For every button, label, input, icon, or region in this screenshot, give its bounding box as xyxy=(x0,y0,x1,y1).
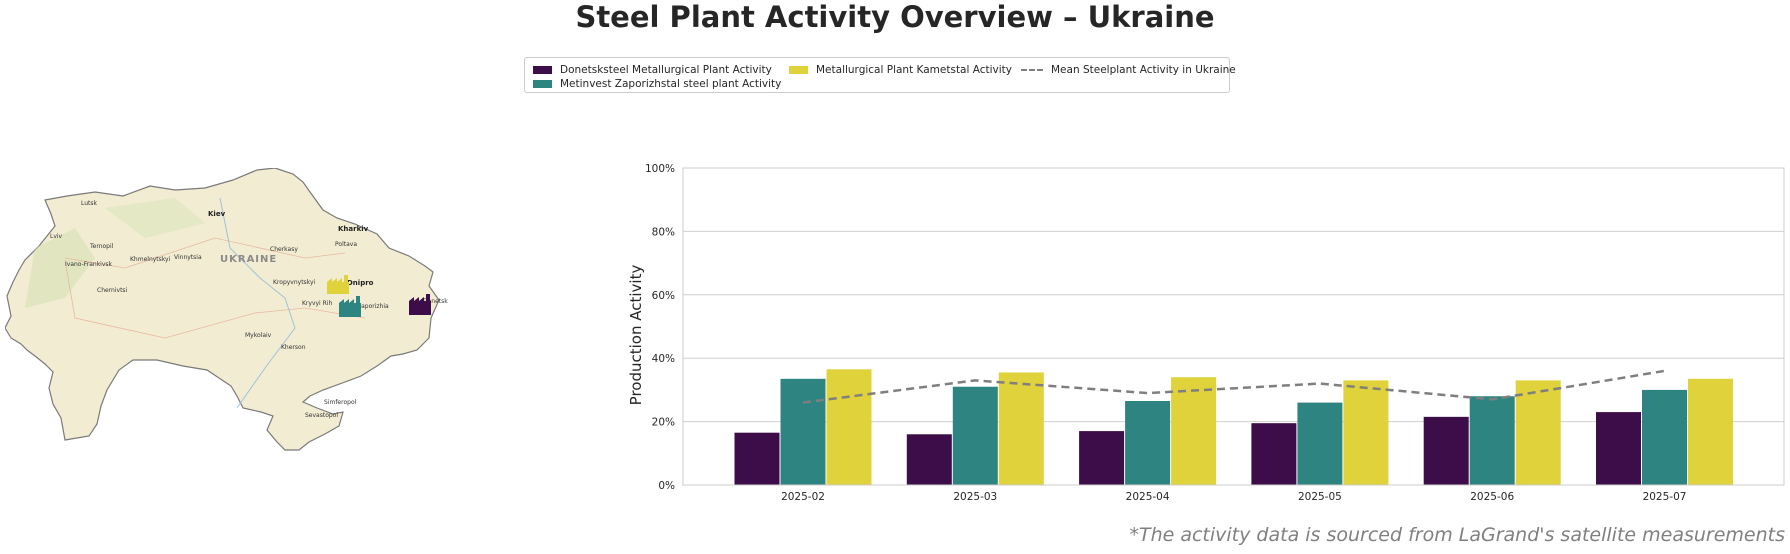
bar-metinvest-2025-03 xyxy=(952,386,998,485)
chart-legend: Donetsksteel Metallurgical Plant Activit… xyxy=(524,57,1236,93)
legend-item-metinvest: Metinvest Zaporizhstal steel plant Activ… xyxy=(533,78,781,90)
data-source-footnote: *The activity data is sourced from LaGra… xyxy=(1129,524,1785,546)
legend-item-mean: Mean Steelplant Activity in Ukraine xyxy=(1021,64,1236,76)
city-kherson: Kherson xyxy=(281,344,306,351)
y-tick-label: 0% xyxy=(658,480,675,492)
city-lviv: Lviv xyxy=(50,233,63,240)
city-chernivtsi: Chernivtsi xyxy=(97,287,128,294)
map-forest-patch xyxy=(25,228,95,308)
city-dnipro: Dnipro xyxy=(347,279,374,287)
x-tick-label: 2025-03 xyxy=(953,491,997,503)
bar-kametstal-2025-07 xyxy=(1688,378,1733,485)
bar-metinvest-2025-02 xyxy=(780,378,826,485)
bar-donetsksteel-2025-04 xyxy=(1079,431,1125,485)
city-mykolaiv: Mykolaiv xyxy=(245,332,272,339)
legend-swatch-donetsksteel xyxy=(533,66,552,74)
city-kropyvnytskyi: Kropyvnytskyi xyxy=(273,279,315,286)
city-kryvyi-rih: Kryvyi Rih xyxy=(302,300,332,307)
legend-item-kametstal: Metallurgical Plant Kametstal Activity xyxy=(789,64,1012,76)
city-simferopol: Simferopol xyxy=(324,399,357,406)
legend-swatch-kametstal xyxy=(789,66,808,74)
y-tick-label: 20% xyxy=(652,417,675,429)
bar-donetsksteel-2025-06 xyxy=(1423,416,1469,485)
plot-frame xyxy=(682,167,1785,486)
country-label: UKRAINE xyxy=(220,254,277,265)
x-tick-label: 2025-06 xyxy=(1470,491,1514,503)
bar-kametstal-2025-05 xyxy=(1343,380,1389,485)
y-tick-label: 60% xyxy=(652,290,675,302)
bar-kametstal-2025-02 xyxy=(826,369,872,485)
axis-layer: 0% 20% 40% 60% 80% 100% 2025-02 2025-03 2025-04 2… xyxy=(645,163,1785,503)
city-ternopil: Ternopil xyxy=(89,243,114,250)
city-kharkiv: Kharkiv xyxy=(338,225,369,233)
bar-kametstal-2025-04 xyxy=(1171,377,1217,485)
ukraine-outline xyxy=(4,167,440,451)
ukraine-map: Kiev Lutsk Kharkiv Lviv Ternopil Khmelny… xyxy=(4,167,481,486)
y-tick-label: 80% xyxy=(652,226,675,238)
factory-icon-donetsksteel xyxy=(409,294,431,315)
city-cherkasy: Cherkasy xyxy=(270,246,298,253)
city-sevastopol: Sevastopol xyxy=(305,412,338,419)
bars-layer xyxy=(734,369,1733,485)
y-tick-label: 40% xyxy=(652,353,675,365)
factory-icon-zaporizhstal xyxy=(339,296,361,317)
city-poltava: Poltava xyxy=(335,241,357,248)
page-title: Steel Plant Activity Overview – Ukraine xyxy=(575,0,1215,34)
legend-swatch-mean xyxy=(1021,69,1043,71)
city-khmelnytskyi: Khmelnytskyi xyxy=(130,256,171,263)
mean-line-layer xyxy=(802,369,1665,404)
bar-donetsksteel-2025-05 xyxy=(1251,423,1297,485)
ukraine-map-svg: Kiev Lutsk Kharkiv Lviv Ternopil Khmelny… xyxy=(4,167,448,451)
legend-swatch-metinvest xyxy=(533,80,552,88)
legend-label-donetsksteel: Donetsksteel Metallurgical Plant Activit… xyxy=(560,64,772,76)
city-kiev: Kiev xyxy=(208,210,226,218)
city-zaporizhia: Zaporizhia xyxy=(357,303,389,310)
x-tick-label: 2025-04 xyxy=(1126,491,1170,503)
mean-activity-line xyxy=(802,369,1665,404)
city-donetsk: Donetsk xyxy=(423,298,448,305)
map-road xyxy=(64,259,366,339)
bar-kametstal-2025-06 xyxy=(1515,380,1561,485)
city-vinnytsia: Vinnytsia xyxy=(174,254,202,261)
x-tick-label: 2025-07 xyxy=(1643,491,1687,503)
x-tick-label: 2025-02 xyxy=(781,491,825,503)
y-tick-label: 100% xyxy=(645,163,675,175)
bar-kametstal-2025-03 xyxy=(998,372,1044,485)
bar-donetsksteel-2025-03 xyxy=(906,434,952,485)
bar-metinvest-2025-06 xyxy=(1469,396,1515,485)
city-lutsk: Lutsk xyxy=(81,200,98,207)
map-road xyxy=(64,237,346,269)
map-river xyxy=(219,197,296,409)
legend-item-donetsksteel: Donetsksteel Metallurgical Plant Activit… xyxy=(533,64,772,76)
bar-metinvest-2025-07 xyxy=(1642,389,1687,485)
city-ivano-frankivsk: Ivano-Frankivsk xyxy=(65,261,113,268)
legend-label-kametstal: Metallurgical Plant Kametstal Activity xyxy=(816,64,1013,76)
bar-donetsksteel-2025-02 xyxy=(734,432,780,485)
x-tick-label: 2025-05 xyxy=(1298,491,1342,503)
bar-metinvest-2025-05 xyxy=(1297,402,1343,485)
factory-icon-kametstal xyxy=(327,275,349,294)
y-axis-label: Production Activity xyxy=(627,265,645,406)
bar-metinvest-2025-04 xyxy=(1125,400,1171,485)
map-forest-patch xyxy=(105,198,205,238)
legend-label-metinvest: Metinvest Zaporizhstal steel plant Activ… xyxy=(560,78,782,90)
legend-label-mean: Mean Steelplant Activity in Ukraine xyxy=(1051,64,1236,76)
bar-donetsksteel-2025-07 xyxy=(1596,412,1641,485)
